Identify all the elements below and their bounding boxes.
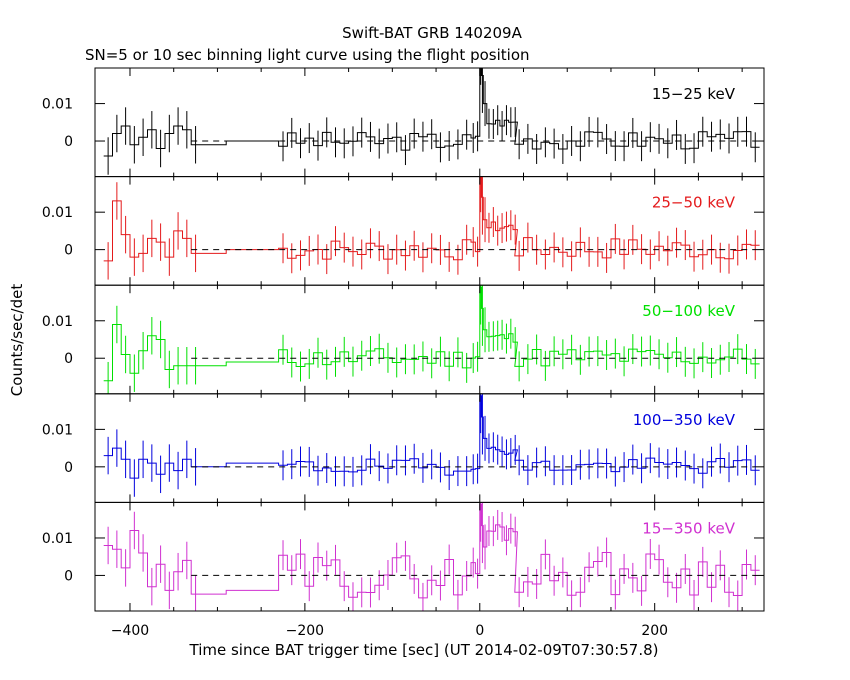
panel-1: 0 0.01 15−25 keV [42,67,765,178]
y-tick-label: 0.01 [42,205,73,221]
y-tick-label: 0 [64,134,73,150]
y-tick-label: 0 [64,243,73,259]
y-tick-label: 0 [64,460,73,476]
y-tick-label: 0.01 [42,422,73,438]
band-label: 100−350 keV [633,411,736,429]
band-label: 15−350 keV [642,519,735,537]
band-label: 15−25 keV [652,85,736,103]
panel-4: 0 0.01 100−350 keV [42,393,765,503]
panels: 0 0.01 15−25 keV 0 0.01 25−50 keV 0 0.01 50−100 … [42,67,765,639]
panel-2: 0 0.01 25−50 keV [42,176,765,286]
y-axis-label: Counts/sec/det [8,284,26,397]
y-tick-label: 0.01 [42,97,73,113]
panel-3: 0 0.01 50−100 keV [42,284,765,395]
x-tick-label: −200 [286,623,324,639]
x-axis-label: Time since BAT trigger time [sec] (UT 20… [189,641,659,659]
x-tick-label: 200 [641,623,668,639]
panel-frame [94,501,765,612]
y-tick-label: 0.01 [42,314,73,330]
chart-subtitle: SN=5 or 10 sec binning light curve using… [85,46,530,64]
series-line [103,503,760,599]
y-tick-label: 0 [64,351,73,367]
x-tick-label: −400 [111,623,149,639]
x-tick-label: 0 [475,623,484,639]
y-tick-label: 0 [64,568,73,584]
series-line [103,286,760,382]
band-label: 50−100 keV [642,302,735,320]
band-label: 25−50 keV [652,194,736,212]
y-tick-label: 0.01 [42,531,73,547]
panel-5: 0 0.01 15−350 keV [42,501,765,612]
chart-title: Swift-BAT GRB 140209A [342,24,522,42]
